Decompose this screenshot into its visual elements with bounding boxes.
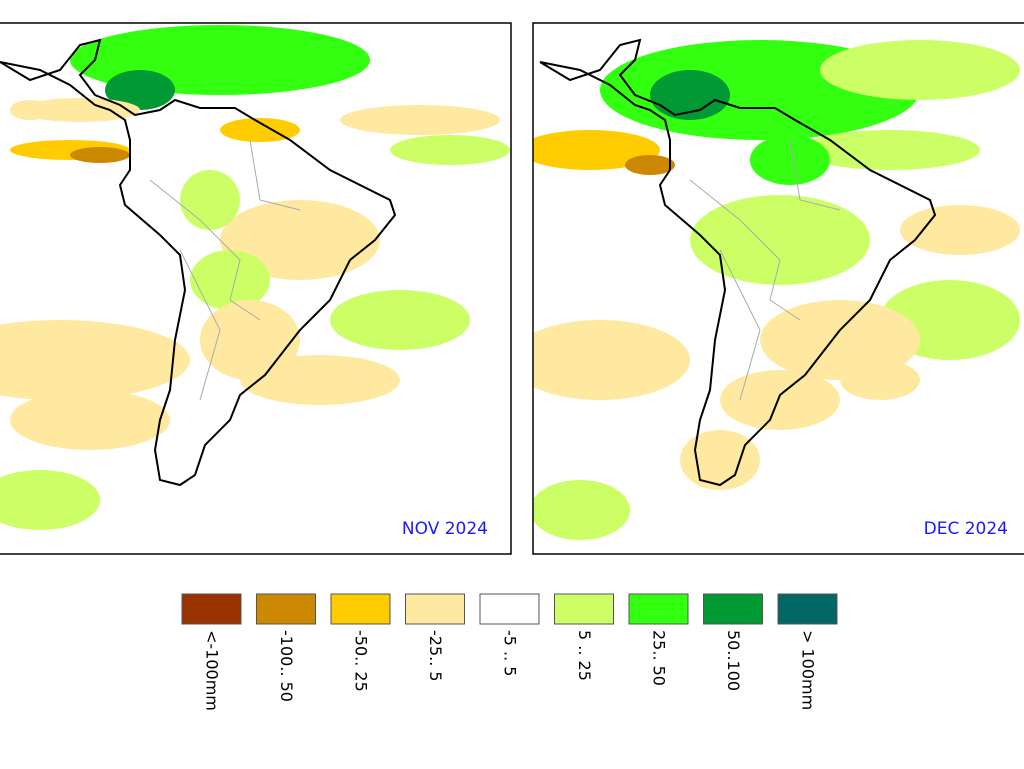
legend-label: -25.. 5 (426, 630, 445, 682)
anomaly-region (190, 250, 270, 310)
anomaly-region (20, 98, 140, 122)
borders (689, 139, 841, 401)
legend-swatch (628, 593, 689, 625)
legend-label: -5 .. 5 (501, 630, 520, 676)
anomaly-region (200, 300, 300, 380)
legend-label: 25.. 50 (650, 630, 669, 686)
legend-label: > 100mm (799, 630, 818, 710)
anomaly-region (720, 370, 840, 430)
map-panel (0, 23, 511, 554)
anomaly-region (340, 105, 500, 135)
legend-label: <-100mm (203, 630, 222, 711)
anomaly-region (533, 480, 630, 540)
anomaly-region (180, 170, 240, 230)
borders (149, 139, 301, 401)
legend-label: 50..100 (724, 630, 743, 691)
legend-swatch (330, 593, 391, 625)
anomaly-region (820, 40, 1020, 100)
legend-swatch (777, 593, 838, 625)
anomaly-region (0, 320, 190, 400)
panel-frame (532, 22, 1024, 555)
map-panel (533, 23, 1024, 554)
legend: <-100mm -100.. 50 -50.. 25 -25.. 5 -5 .. 5 5 … (181, 593, 838, 711)
panel-label: DEC 2024 (924, 519, 1008, 539)
coastline (539, 38, 937, 487)
panel-frame (0, 22, 512, 555)
anomaly-region (533, 320, 690, 400)
anomaly-region (750, 135, 830, 185)
legend-swatch (405, 593, 465, 625)
anomaly-region (70, 147, 130, 163)
anomaly-region (900, 205, 1020, 255)
coastline (0, 38, 397, 487)
legend-swatch (256, 593, 316, 625)
anomaly-region (220, 200, 380, 280)
anomaly-region (0, 470, 100, 530)
legend-swatch (554, 593, 614, 625)
anomaly-region (10, 390, 170, 450)
legend-label: -50.. 25 (352, 630, 371, 692)
legend-label: 5 .. 25 (575, 630, 594, 681)
legend-label: -100.. 50 (277, 630, 296, 702)
anomaly-region (10, 100, 50, 120)
anomaly-region (625, 155, 675, 175)
legend-swatch (181, 593, 242, 625)
panel-label: NOV 2024 (402, 519, 488, 539)
maps: NOV 2024 DEC 2024 (0, 22, 1024, 555)
anomaly-region (680, 430, 760, 490)
anomaly-region (330, 290, 470, 350)
anomaly-region (105, 70, 175, 110)
anomaly-region (390, 135, 510, 165)
anomaly-region (533, 130, 660, 170)
anomaly-region (650, 70, 730, 120)
anomaly-region (690, 195, 870, 285)
anomaly-region (840, 360, 920, 400)
legend-swatch (479, 593, 540, 625)
legend-swatch (703, 593, 763, 625)
anomaly-region (800, 130, 980, 170)
anomaly-region (220, 118, 300, 142)
